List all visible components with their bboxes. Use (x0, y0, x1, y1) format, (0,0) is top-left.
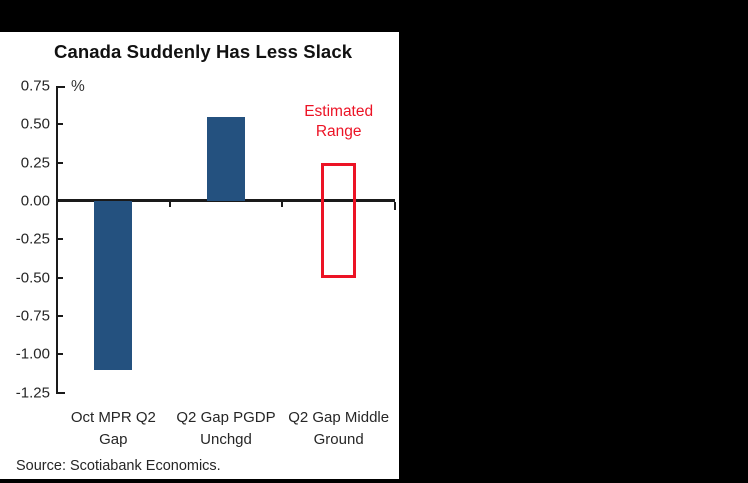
y-tick-label: 0.50 (20, 115, 50, 133)
estimated-range-label: Estimated Range (304, 103, 374, 141)
y-axis-tick (56, 161, 63, 164)
y-axis-tick (56, 353, 63, 356)
x-axis-label: Q2 Gap Middle Ground (288, 409, 390, 448)
x-axis-label: Q2 Gap PGDP Unchgd (176, 409, 276, 448)
bottom-black-band (0, 479, 399, 483)
x-axis-tick (168, 202, 171, 207)
y-axis-tick (56, 238, 63, 241)
top-black-band (0, 0, 399, 32)
y-axis-end-cap (56, 391, 65, 394)
y-tick-label: -1.00 (15, 345, 50, 363)
y-tick-label: -0.75 (15, 307, 50, 325)
y-tick-label: -1.25 (15, 384, 50, 402)
data-bar (94, 201, 133, 370)
y-tick-label: 0.00 (20, 192, 50, 210)
y-axis-tick (56, 314, 63, 317)
right-black-panel (399, 0, 748, 483)
y-tick-label: -0.25 (15, 230, 50, 248)
estimated-range-box (321, 162, 357, 278)
y-tick-label: -0.50 (15, 269, 50, 287)
y-axis-tick (56, 276, 63, 279)
x-axis-end-tick (394, 202, 396, 210)
y-tick-label: 0.75 (20, 77, 50, 95)
x-axis-label: Oct MPR Q2 Gap (70, 409, 156, 448)
source-note: Source: Scotiabank Economics. (16, 458, 221, 474)
data-bar (207, 116, 245, 201)
y-axis-unit-label: % (71, 78, 85, 95)
y-axis-end-cap (56, 86, 65, 89)
y-tick-label: 0.25 (20, 154, 50, 172)
chart-title: Canada Suddenly Has Less Slack (54, 41, 353, 62)
y-axis-tick (56, 123, 63, 126)
chart-card (0, 32, 399, 479)
x-axis-tick (281, 202, 284, 207)
